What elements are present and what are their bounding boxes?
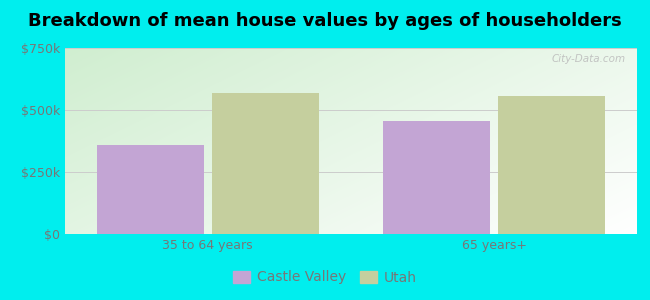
Bar — [212, 93, 318, 234]
Text: City-Data.com: City-Data.com — [551, 54, 625, 64]
Bar — [498, 96, 605, 234]
Legend: Castle Valley, Utah: Castle Valley, Utah — [227, 265, 422, 290]
Bar — [97, 145, 204, 234]
Bar — [384, 121, 490, 234]
Text: Breakdown of mean house values by ages of householders: Breakdown of mean house values by ages o… — [28, 12, 622, 30]
